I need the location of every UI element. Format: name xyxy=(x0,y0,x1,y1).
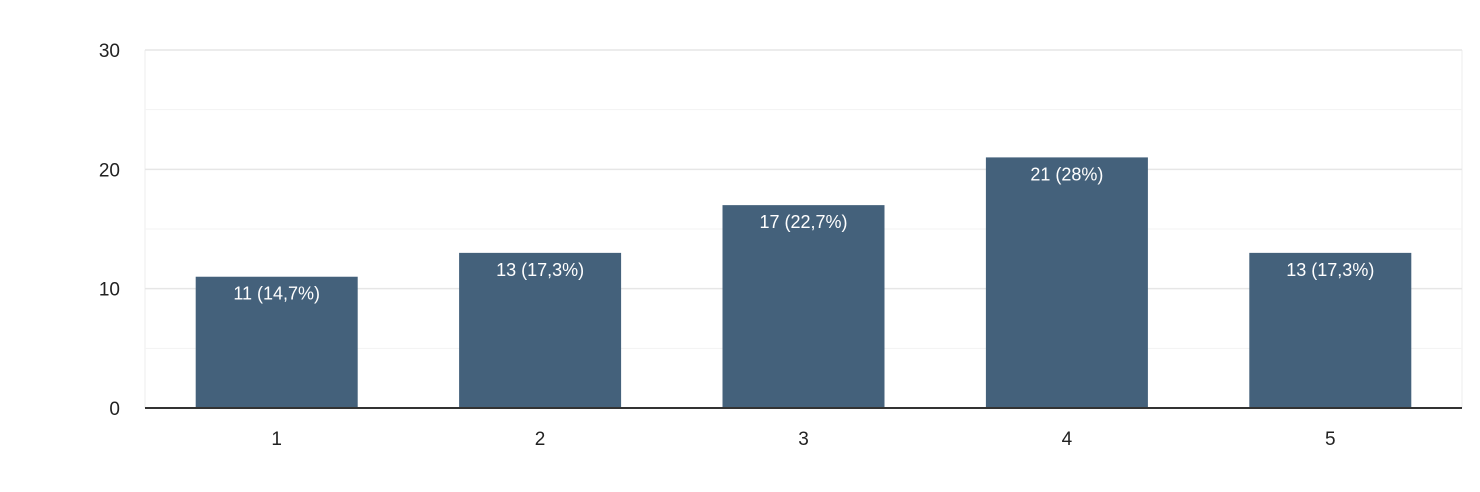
data-label: 21 (28%) xyxy=(1030,164,1103,184)
x-tick-label: 2 xyxy=(535,429,546,450)
data-label: 11 (14,7%) xyxy=(233,284,320,304)
x-tick-label: 3 xyxy=(798,429,809,450)
bar xyxy=(1249,252,1412,408)
bar xyxy=(195,276,358,408)
x-tick-label: 4 xyxy=(1062,429,1073,450)
data-label: 17 (22,7%) xyxy=(759,212,847,232)
y-tick-label: 10 xyxy=(99,280,120,301)
data-label: 13 (17,3%) xyxy=(496,260,584,280)
bar xyxy=(722,205,885,408)
bar xyxy=(985,157,1148,408)
y-tick-label: 20 xyxy=(99,160,120,181)
y-tick-label: 30 xyxy=(99,41,120,62)
x-tick-label: 1 xyxy=(271,429,282,450)
y-tick-label: 0 xyxy=(109,399,120,420)
x-tick-label: 5 xyxy=(1325,429,1336,450)
bar xyxy=(459,252,622,408)
data-label: 13 (17,3%) xyxy=(1286,260,1374,280)
